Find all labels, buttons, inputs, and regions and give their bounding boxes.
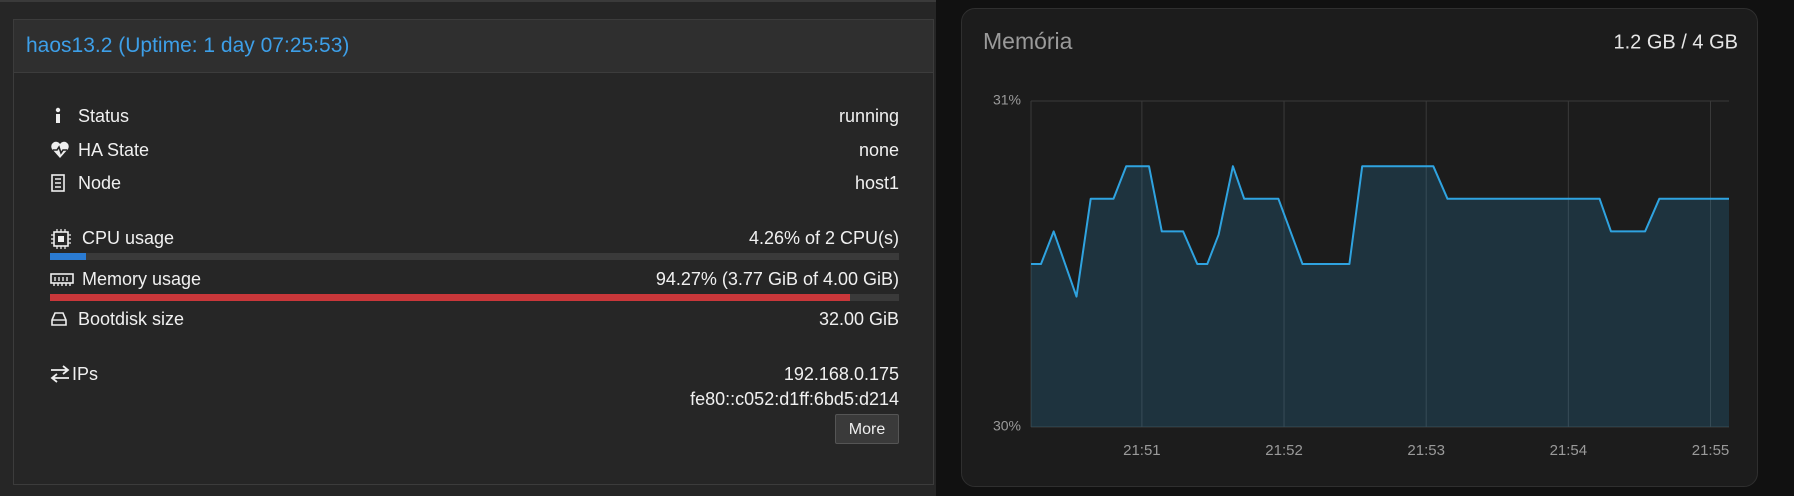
cpu-track	[50, 253, 899, 260]
chart-title: Memória	[983, 28, 1073, 54]
label: Memory usage	[82, 269, 202, 289]
icon	[50, 273, 74, 286]
memory-card	[961, 8, 1758, 487]
panel-header: haos13.2 (Uptime: 1 day 07:25:53)	[14, 20, 933, 73]
chart: Memória 1.2 GB / 4 GB 30% 31% 21:51 21:52 21…	[983, 28, 1738, 459]
icon	[51, 312, 67, 326]
value: fe80::c052:d1ff:6bd5:d214	[690, 389, 899, 409]
status-panel: haos13.2 (Uptime: 1 day 07:25:53) Status…	[13, 19, 934, 485]
value: 192.168.0.175	[783, 364, 899, 384]
status-row: Status running	[50, 104, 899, 128]
label: HA State	[78, 140, 150, 160]
icon	[55, 107, 61, 123]
ha-state-row: HA State none	[50, 138, 899, 162]
icon	[51, 174, 65, 192]
memory-row: Memory usage 94.27% (3.77 GiB of 4.00 Gi…	[50, 267, 899, 291]
value: 94.27% (3.77 GiB of 4.00 GiB)	[655, 269, 899, 289]
vm-status: haos13.2 (Uptime: 1 day 07:25:53) Status…	[0, 0, 936, 496]
value: running	[838, 106, 899, 126]
label: CPU usage	[82, 228, 175, 248]
area	[1031, 166, 1729, 427]
node-row: Node host1	[50, 171, 899, 195]
line	[1031, 165, 1729, 298]
value: host1	[854, 173, 899, 193]
x-tick-label: 21:54	[1550, 442, 1588, 459]
label: Status	[78, 106, 130, 126]
label: Bootdisk size	[78, 309, 185, 329]
y-tick-label: 31%	[993, 92, 1021, 108]
value: 4.26% of 2 CPU(s)	[748, 228, 899, 248]
cpu-bar	[50, 253, 87, 260]
icon	[51, 229, 71, 249]
chart-subtitle: 1.2 GB / 4 GB	[1613, 31, 1738, 53]
bootdisk-row: Bootdisk size 32.00 GiB	[50, 307, 899, 331]
icon	[51, 141, 69, 158]
value: 32.00 GiB	[818, 309, 899, 329]
memory-bar	[50, 294, 851, 301]
x-tick-label: 21:52	[1265, 442, 1303, 459]
icon	[50, 365, 70, 383]
label: Node	[78, 173, 122, 193]
ip-row: fe80::c052:d1ff:6bd5:d214	[50, 387, 899, 411]
x-tick-label: 21:51	[1123, 442, 1161, 459]
more-button[interactable]: More	[835, 414, 899, 444]
x-tick-label: 21:53	[1407, 442, 1445, 459]
x-tick-label: 21:55	[1692, 442, 1730, 459]
label: IPs	[72, 364, 99, 384]
cpu-row: CPU usage 4.26% of 2 CPU(s)	[50, 226, 899, 250]
memory-track	[50, 294, 899, 301]
value: none	[858, 140, 899, 160]
y-tick-label: 30%	[993, 418, 1021, 434]
ips-row: IPs 192.168.0.175	[50, 362, 899, 386]
